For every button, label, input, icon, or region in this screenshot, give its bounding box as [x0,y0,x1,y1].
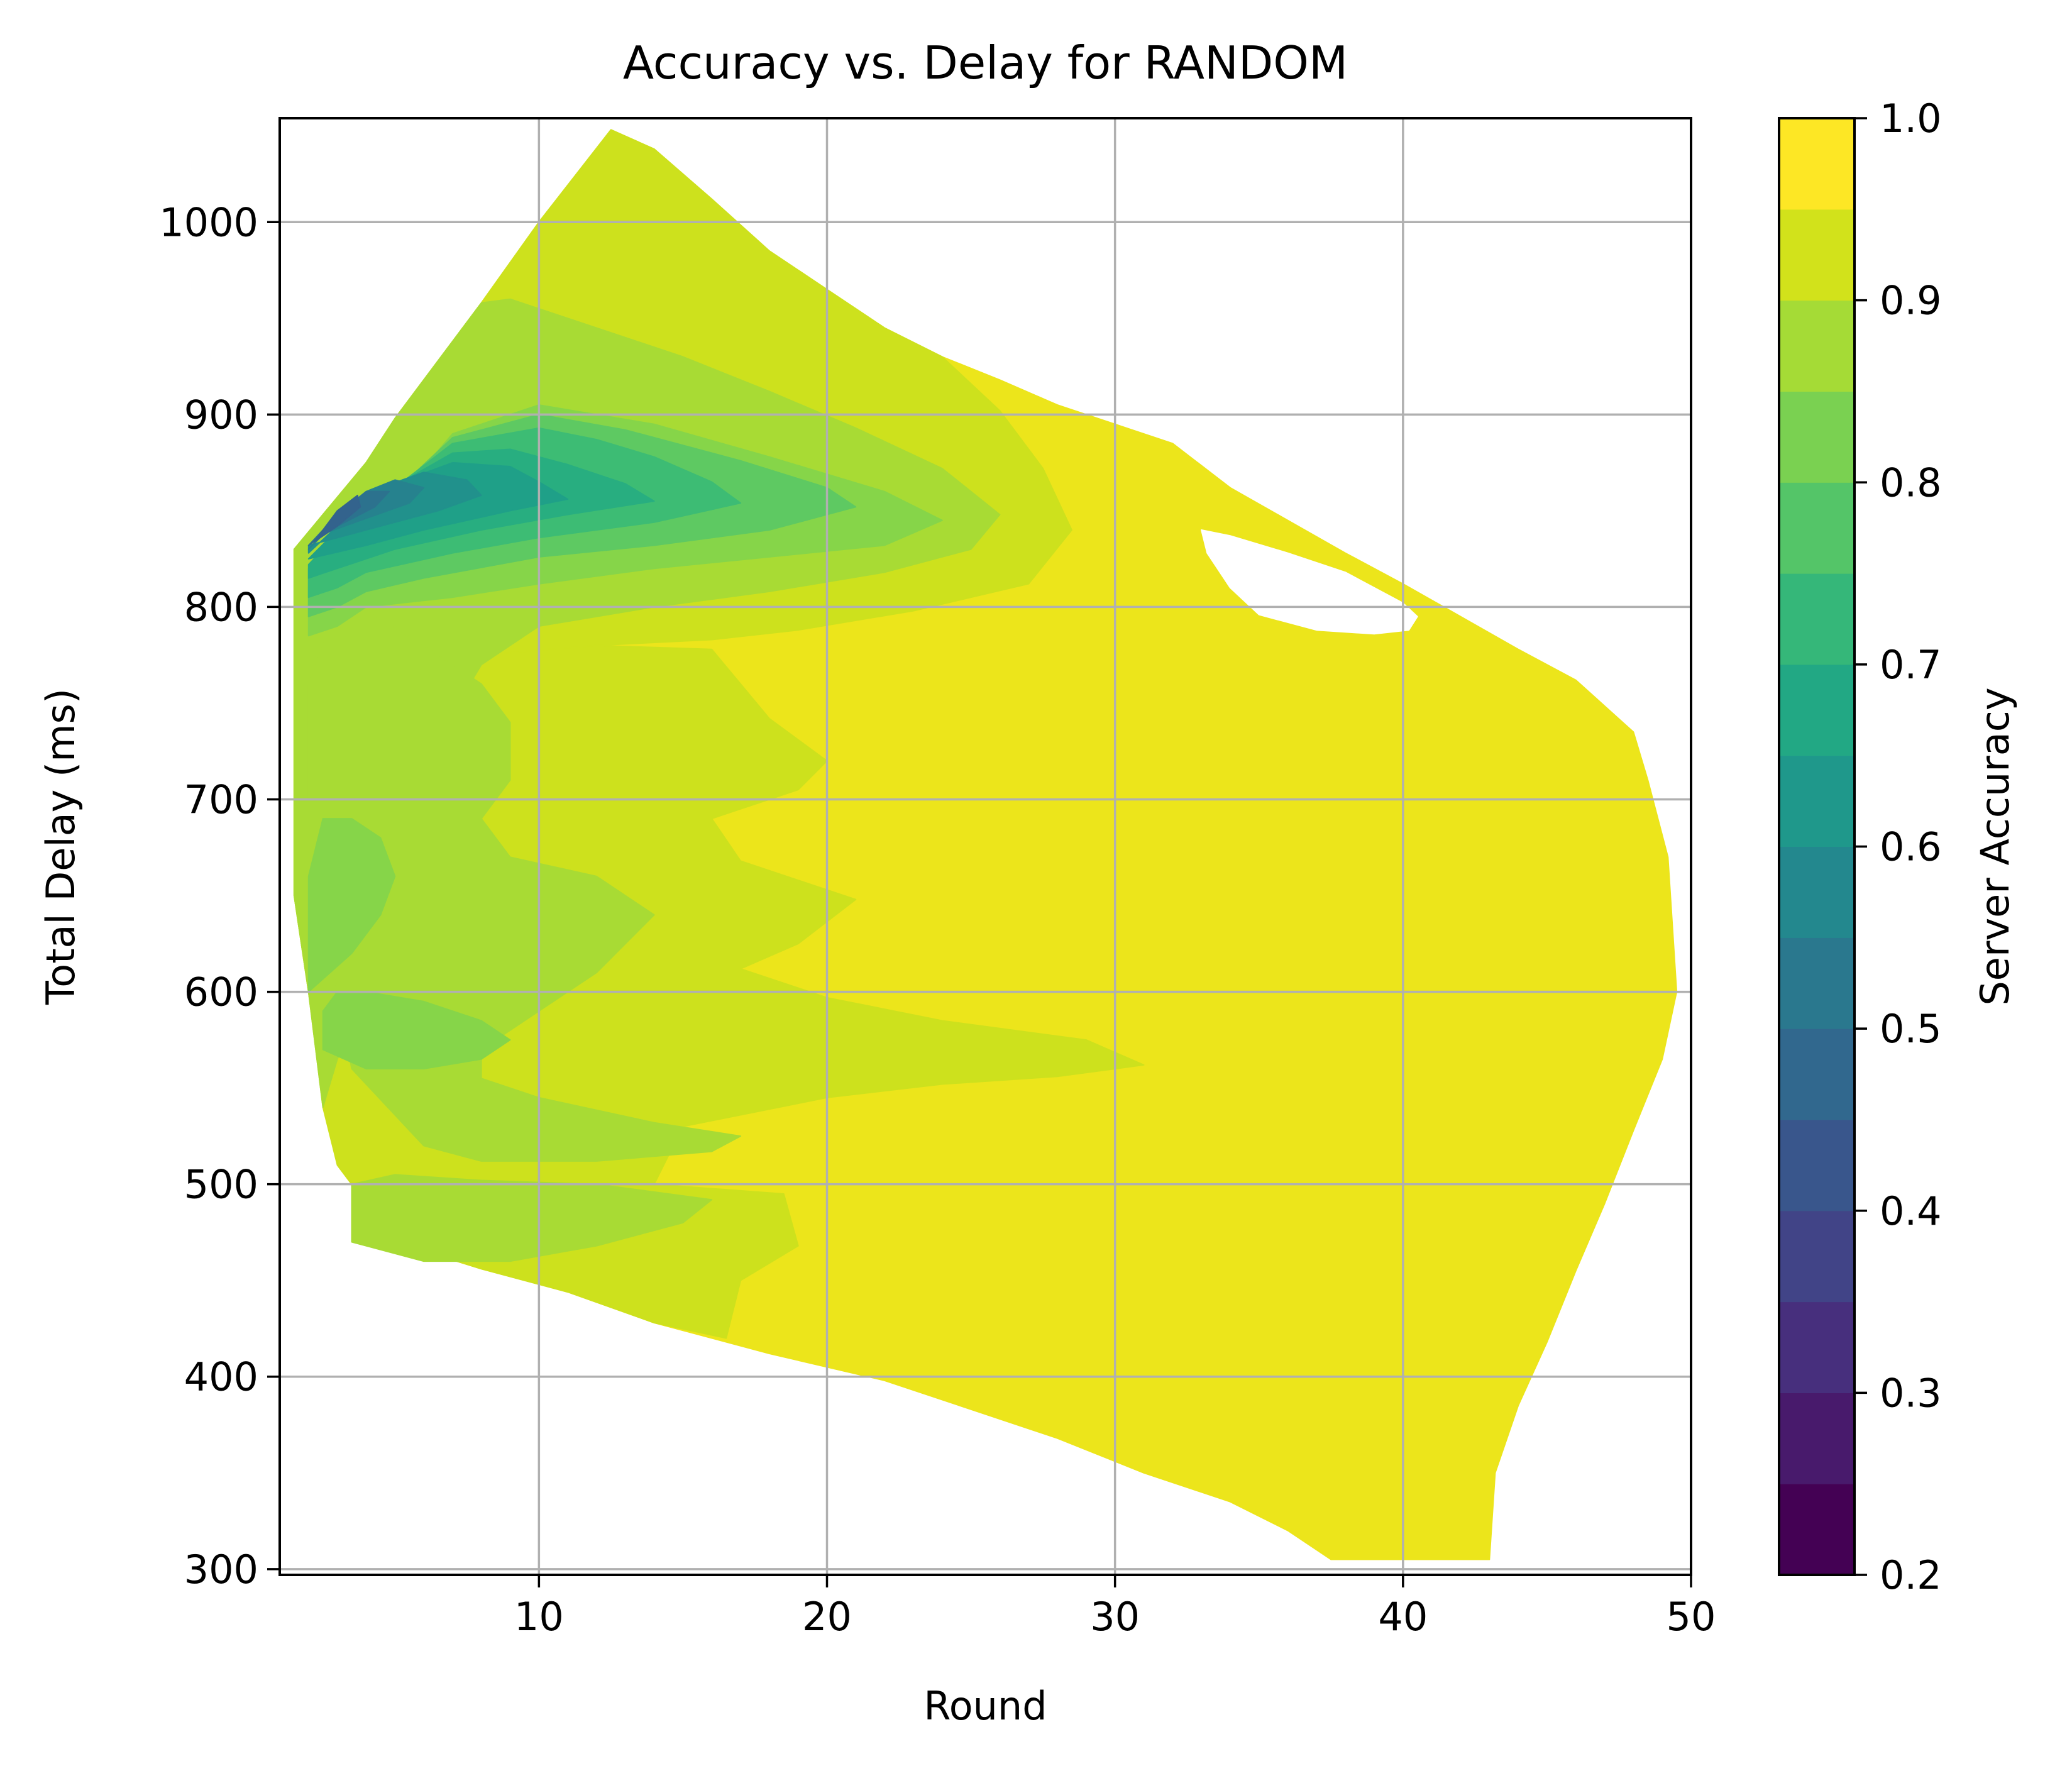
colorbar-tick-label-2: 0.4 [1880,1188,1942,1234]
y-tick-label-3: 600 [184,969,258,1015]
colorbar-tick-label-0: 0.2 [1880,1552,1942,1598]
colorbar-band-11 [1779,482,1854,574]
colorbar-band-1 [1779,1393,1854,1484]
contour-region-6 [307,818,396,993]
colorbar-band-8 [1779,755,1854,847]
colorbar-band-2 [1779,1301,1854,1393]
colorbar-band-4 [1779,1119,1854,1211]
y-tick-label-1: 400 [184,1354,258,1400]
contour-region-4 [351,1174,713,1262]
colorbar-band-9 [1779,664,1854,756]
x-tick-label-2: 30 [1090,1594,1140,1640]
colorbar-tick-label-3: 0.5 [1880,1006,1942,1052]
y-axis: 300 400 500 600 700 800 900 1000 [159,199,280,1592]
colorbar-band-0 [1779,1484,1854,1576]
colorbar-label: Server Accuracy [1972,687,2018,1005]
y-tick-label-2: 500 [184,1162,258,1208]
chart-title: Accuracy vs. Delay for RANDOM [623,36,1348,89]
colorbar-tick-label-8: 1.0 [1880,96,1942,141]
colorbar-tick-label-4: 0.6 [1880,824,1942,870]
contour-region-15 [314,494,361,543]
colorbar-band-10 [1779,573,1854,665]
contour-region-7 [322,991,511,1069]
x-tick-label-1: 20 [802,1594,852,1640]
contour-plot [293,129,1678,1560]
colorbar-band-5 [1779,1029,1854,1120]
x-tick-label-3: 40 [1378,1594,1428,1640]
x-tick-label-4: 50 [1667,1594,1716,1640]
plot-frame [278,117,1692,1576]
y-tick-label-0: 300 [184,1547,258,1592]
colorbar-band-6 [1779,937,1854,1029]
x-axis: 10 20 30 40 50 [514,1575,1716,1640]
x-axis-label: Round [923,1683,1047,1729]
y-tick-label-5: 800 [184,584,258,630]
colorbar-band-13 [1779,300,1854,392]
colorbar-band-15 [1779,118,1854,210]
colorbar-band-3 [1779,1210,1854,1303]
colorbar-tick-label-6: 0.8 [1880,460,1942,505]
colorbar-band-7 [1779,846,1854,938]
colorbar-tick-label-7: 0.9 [1880,278,1942,324]
colorbar-band-14 [1779,209,1854,301]
colorbar: 0.2 0.3 0.4 0.5 0.6 0.7 0.8 0.9 1.0 [1778,96,1942,1598]
colorbar-band-12 [1779,391,1854,483]
x-tick-label-0: 10 [514,1594,564,1640]
colorbar-tick-label-1: 0.3 [1880,1370,1942,1416]
y-axis-label: Total Delay (ms) [38,688,84,1005]
y-tick-label-6: 900 [184,392,258,438]
colorbar-tick-label-5: 0.7 [1880,642,1942,688]
y-tick-label-7: 1000 [159,199,258,245]
y-tick-label-4: 700 [184,777,258,823]
